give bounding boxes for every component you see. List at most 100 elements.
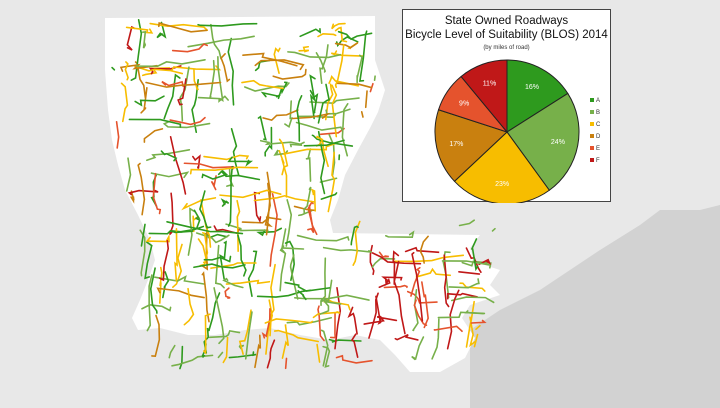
road-segment [285,199,293,247]
road-segment [419,235,429,264]
road-segment [310,188,317,212]
legend-label-E: E [596,146,600,152]
road-segment [393,260,406,335]
road-segment [337,30,373,41]
road-segment [410,266,421,297]
road-segment [208,329,241,339]
road-segment [334,42,359,49]
road-segment [192,215,199,233]
road-segment [247,250,258,298]
road-segment [227,37,235,106]
road-segment [278,149,288,198]
pie-slice-F [460,59,508,134]
road-segment [193,263,246,269]
road-segment [433,325,463,333]
road-segment [168,344,176,359]
road-segment [311,134,354,147]
road-segment [312,310,341,319]
road-segment [381,276,403,282]
road-segment [371,257,396,268]
road-segment [242,52,298,67]
road-segment [169,116,206,126]
road-segment [281,324,290,359]
pie-value-label: 23% [495,181,509,188]
road-segment [448,278,480,289]
road-segment [375,295,382,325]
road-segment [143,128,164,143]
road-segment [244,82,290,92]
legend-label-C: C [596,122,601,128]
road-segment [220,198,230,207]
road-segment [169,135,187,195]
road-segment [341,103,349,157]
pie-slice-A [506,59,569,133]
road-segment [265,299,274,355]
road-segment [137,162,146,216]
road-segment [334,286,342,350]
road-segment [125,157,132,192]
road-segment [210,23,222,60]
road-segment [470,319,487,324]
road-segment [197,95,229,103]
road-segment [171,43,209,53]
road-segment [149,22,209,32]
road-segment [286,316,333,326]
pie-slice-C [453,131,551,203]
road-segment [217,170,261,181]
road-segment [125,26,154,34]
road-segment [227,156,254,167]
road-segment [415,267,452,278]
chart-note: (by miles of road) [483,45,530,51]
road-segment [319,44,329,85]
road-segment [195,232,230,244]
road-segment [350,225,359,246]
road-segment [378,277,391,289]
road-segment [329,312,337,339]
road-segment [320,192,338,200]
road-segment [360,110,364,118]
road-segment [228,351,257,359]
louisiana-outline [105,16,500,372]
road-segment [293,205,316,212]
road-segment [458,270,481,275]
road-segment [307,204,315,234]
road-segment [446,292,479,300]
road-segment [411,336,425,361]
road-segment [327,151,336,213]
road-segment [352,220,361,266]
road-segment [127,189,159,196]
road-segment [470,238,479,272]
road-segment [128,118,182,128]
road-segment [150,171,190,179]
road-segment [187,35,255,48]
road-segment [203,255,232,263]
road-segment [140,87,148,114]
road-segment [279,228,287,292]
road-segment [284,240,295,282]
road-segment [378,251,389,258]
road-segment [383,284,408,289]
road-segment [148,229,194,235]
road-segment [278,138,289,176]
road-segment [331,84,338,138]
road-segment [152,172,162,215]
legend-swatch [590,134,594,138]
road-segment [411,251,424,322]
road-segment [465,300,475,348]
road-segment [287,51,342,59]
road-segment [154,275,206,285]
legend-swatch [590,98,594,102]
road-segment [172,243,183,289]
legend-swatch [590,110,594,114]
road-segment [134,61,147,99]
road-segment [174,227,178,282]
road-segment [478,258,492,266]
road-segment [124,61,129,81]
legend-label-F: F [596,158,600,164]
road-segment [334,44,345,89]
road-segment [331,22,346,30]
road-segment [217,55,224,103]
road-segment [261,308,271,339]
road-segment [317,305,325,342]
